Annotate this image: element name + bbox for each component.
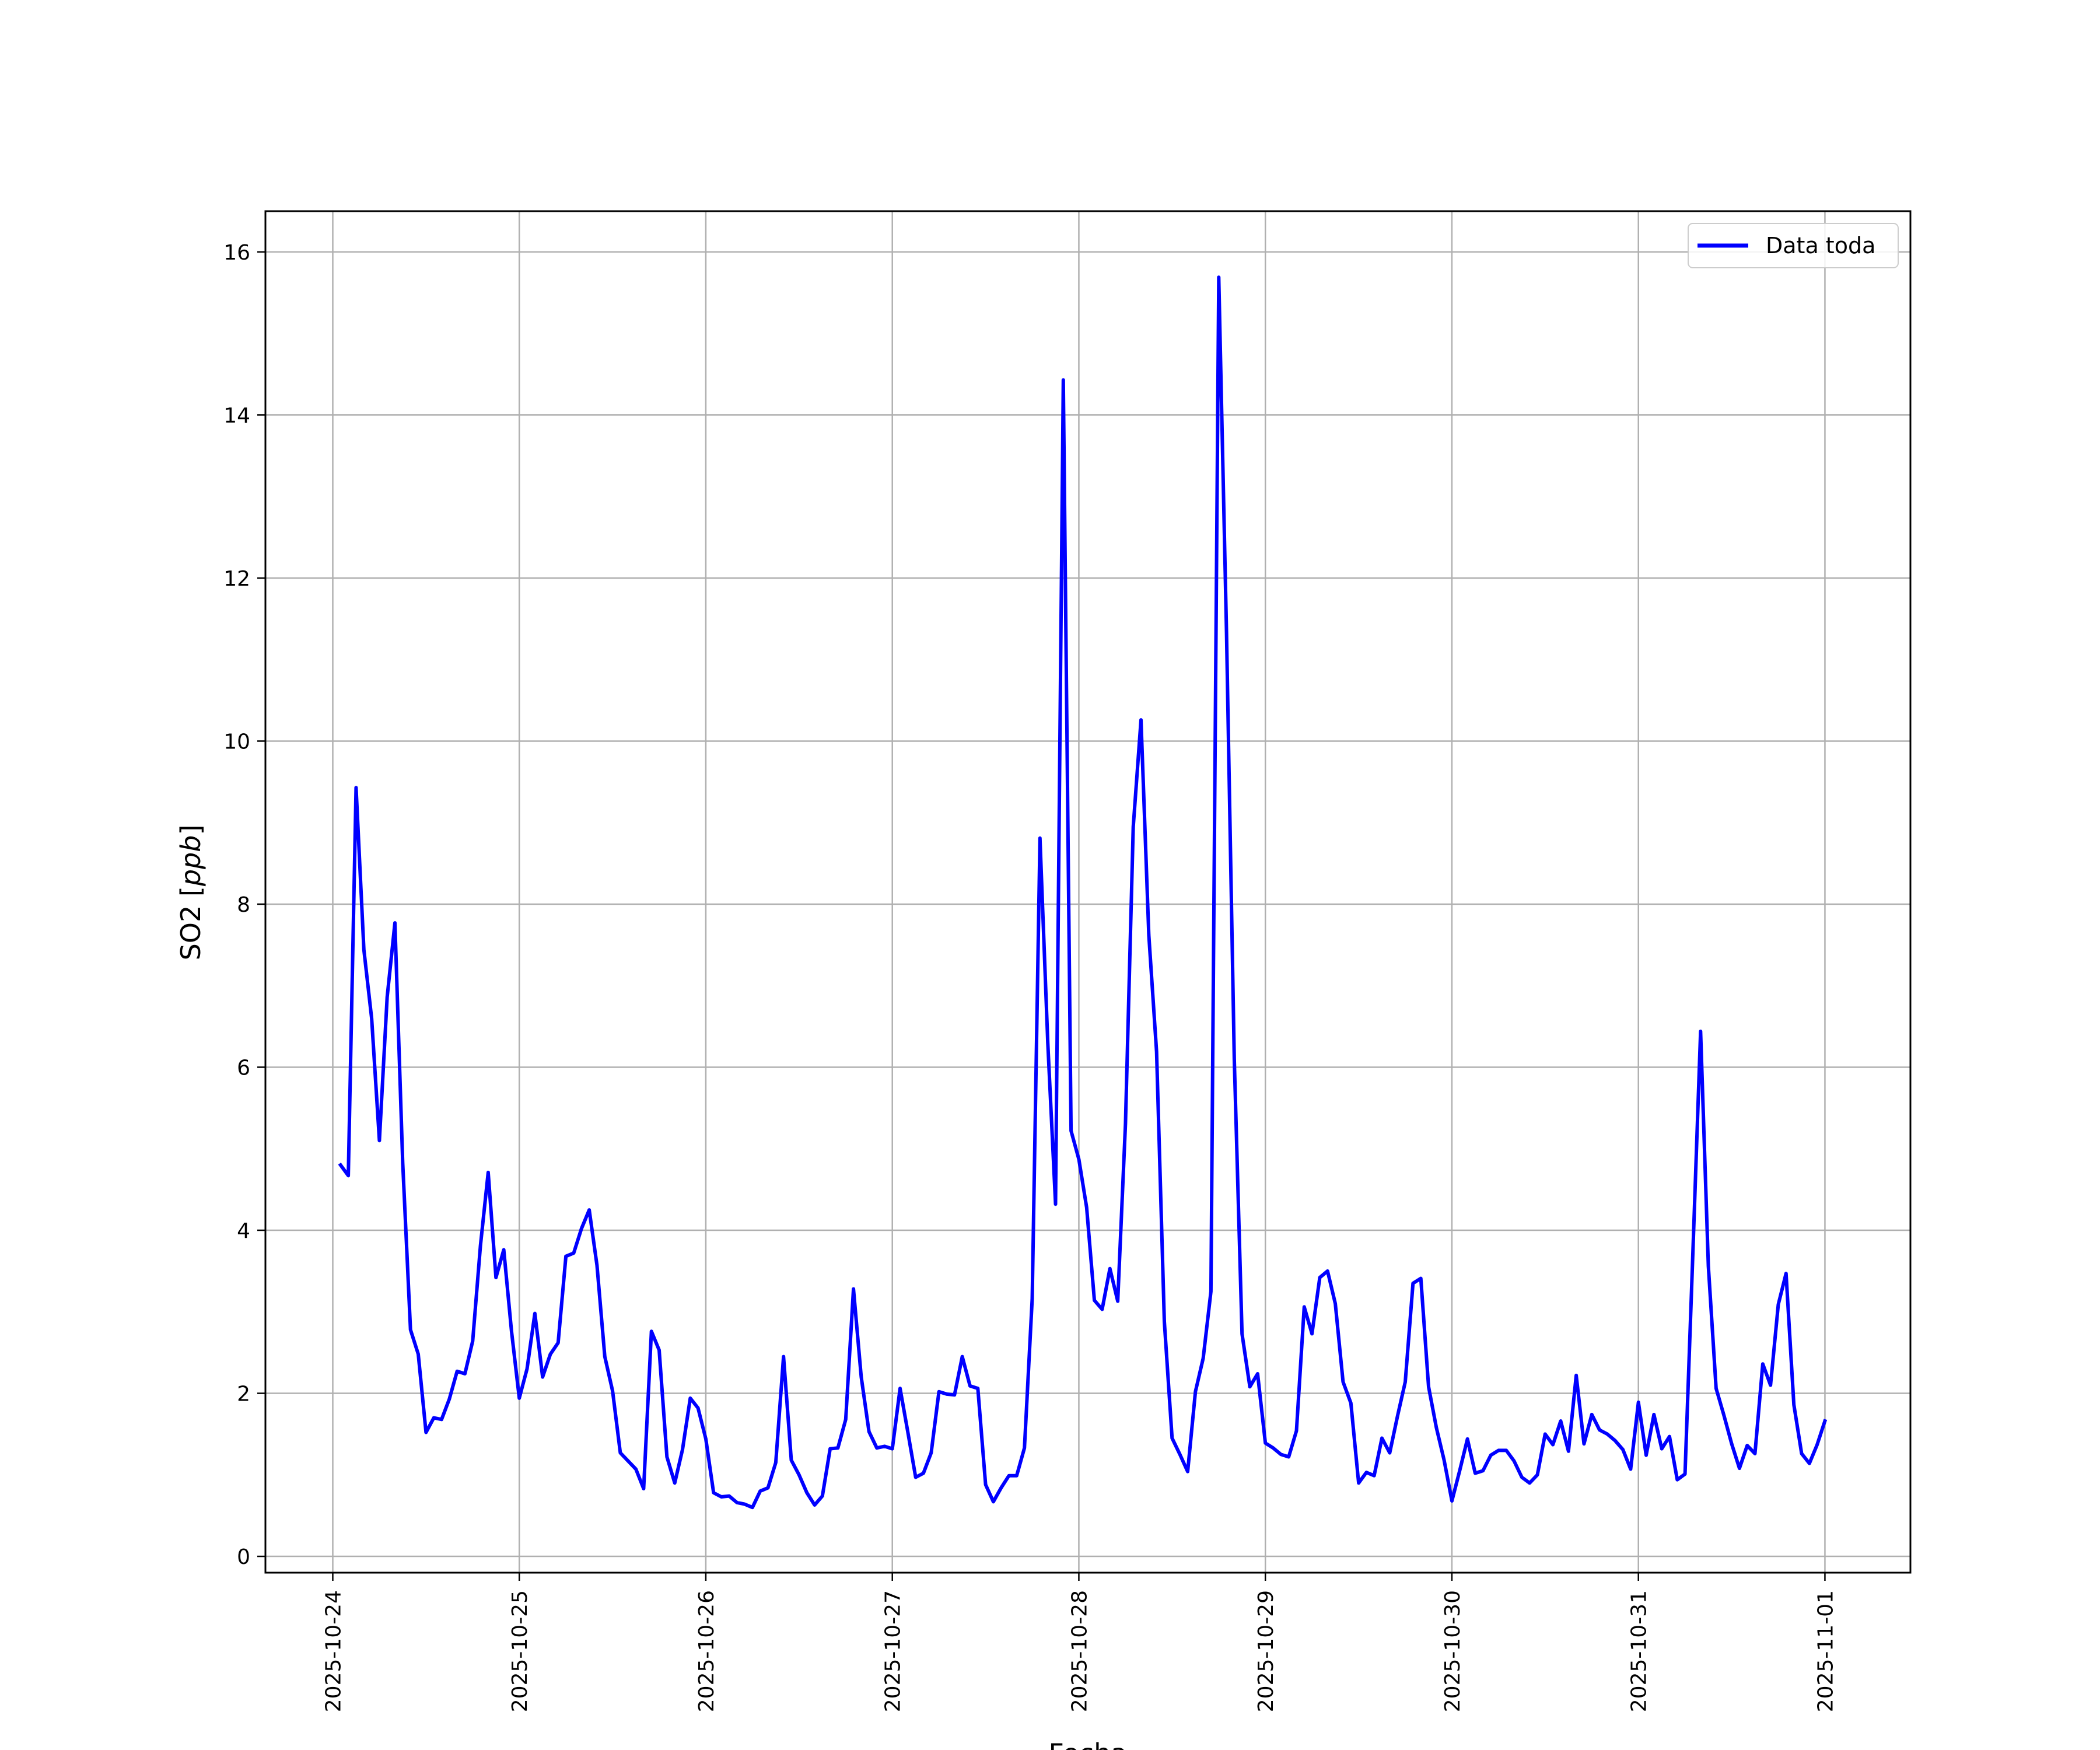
- x-tick-label: 2025-11-01: [1814, 1590, 1838, 1712]
- y-tick-label: 2: [237, 1382, 250, 1406]
- y-tick-label: 4: [237, 1219, 250, 1243]
- series-line: [338, 275, 1828, 1510]
- legend-label: Data toda: [1766, 233, 1875, 258]
- y-tick-label: 10: [223, 730, 250, 754]
- plot-frame: [264, 210, 1912, 1574]
- y-axis-label-main: SO2 [: [175, 886, 206, 960]
- grid-layer: [265, 211, 1910, 1573]
- y-axis-label-close: ]: [175, 825, 206, 835]
- x-tick-label: 2025-10-27: [881, 1590, 905, 1712]
- x-tick-label: 2025-10-26: [695, 1590, 719, 1712]
- x-tick-label: 2025-10-25: [508, 1590, 532, 1712]
- tick-labels-layer: 0 2 4 6 8 10 12 14 16 2025-10-24 2025-10-25 2025-10…: [223, 241, 1838, 1712]
- y-tick-label: 8: [237, 893, 250, 917]
- x-tick-label: 2025-10-31: [1628, 1590, 1651, 1712]
- legend: Data toda: [1688, 223, 1899, 268]
- y-tick-label: 6: [237, 1056, 250, 1080]
- y-axis-label: SO2 [ppb]: [175, 825, 206, 961]
- y-tick-label: 0: [237, 1545, 250, 1569]
- x-axis-label: Fecha: [1049, 1738, 1128, 1750]
- x-tick-label: 2025-10-28: [1068, 1590, 1091, 1712]
- legend-box: [1688, 223, 1899, 268]
- x-tick-label: 2025-10-30: [1441, 1590, 1465, 1712]
- ticks-layer: [257, 251, 1826, 1581]
- x-tick-label: 2025-10-29: [1254, 1590, 1278, 1712]
- y-tick-label: 16: [223, 241, 250, 265]
- y-axis-label-unit: ppb: [175, 835, 206, 887]
- y-tick-label: 14: [223, 404, 250, 428]
- y-tick-label: 12: [223, 567, 250, 591]
- x-tick-label: 2025-10-24: [321, 1590, 345, 1712]
- series-layer: [338, 275, 1828, 1510]
